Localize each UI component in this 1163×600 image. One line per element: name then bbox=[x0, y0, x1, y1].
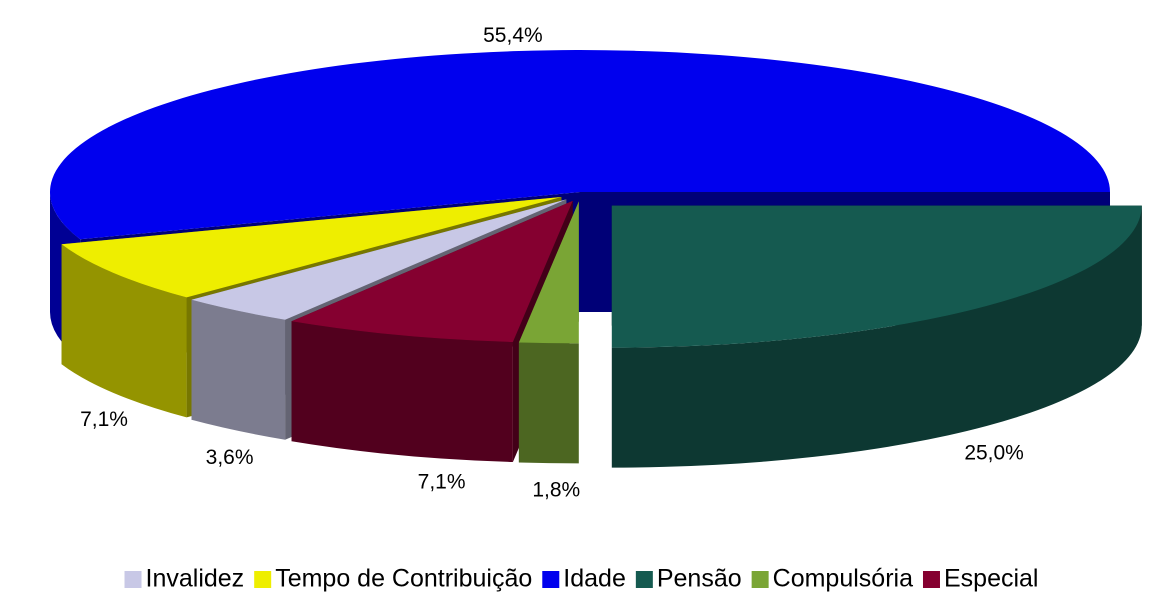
legend-swatch bbox=[922, 571, 940, 588]
value-label: 3,6% bbox=[206, 446, 254, 469]
legend-label: Tempo de Contribuição bbox=[275, 565, 532, 593]
legend-swatch bbox=[254, 571, 272, 588]
legend-swatch bbox=[635, 571, 653, 588]
value-label: 25,0% bbox=[964, 442, 1024, 465]
slice-wall bbox=[611, 205, 1142, 468]
value-label: 1,8% bbox=[532, 479, 580, 502]
legend-swatch bbox=[751, 571, 769, 588]
value-label: 55,4% bbox=[483, 24, 543, 47]
slice-wall bbox=[191, 299, 286, 440]
value-label: 7,1% bbox=[80, 408, 128, 431]
slice bbox=[50, 50, 1111, 240]
slice bbox=[611, 205, 1142, 348]
legend-swatch bbox=[124, 571, 142, 588]
slice bbox=[518, 201, 579, 344]
value-label: 7,1% bbox=[418, 471, 466, 494]
legend-label: Pensão bbox=[657, 565, 742, 593]
slice-wall bbox=[291, 321, 513, 462]
legend-label: Especial bbox=[944, 565, 1039, 593]
slice bbox=[291, 200, 573, 342]
legend-label: Idade bbox=[563, 565, 626, 593]
slice bbox=[191, 199, 567, 320]
legend-label: Invalidez bbox=[146, 565, 245, 593]
legend-swatch bbox=[542, 571, 560, 588]
legend-label: Compulsória bbox=[773, 565, 913, 593]
slice-wall bbox=[61, 244, 187, 418]
slice-wall bbox=[518, 342, 579, 464]
slice bbox=[61, 197, 562, 298]
